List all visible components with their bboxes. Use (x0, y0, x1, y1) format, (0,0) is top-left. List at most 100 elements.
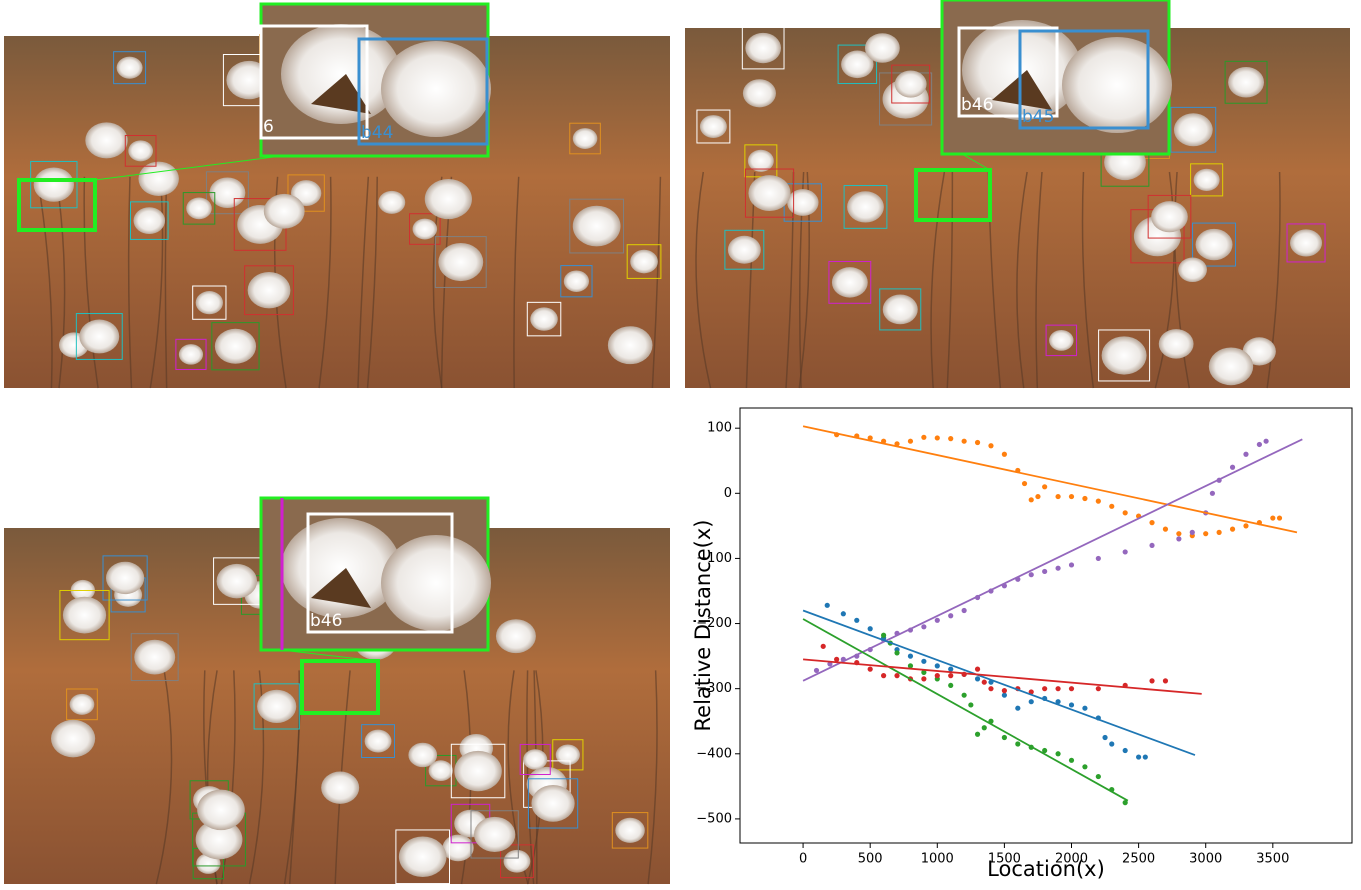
data-point (1002, 735, 1007, 740)
data-point (821, 644, 826, 649)
cotton-boll (399, 837, 447, 877)
cotton-boll (179, 344, 203, 365)
cotton-boll (413, 219, 438, 240)
cotton-boll (615, 818, 644, 843)
data-point (982, 725, 987, 730)
cotton-boll (608, 326, 653, 364)
data-point (988, 686, 993, 691)
cotton-boll (883, 295, 918, 325)
cotton-boll (51, 720, 95, 758)
cotton-boll (378, 191, 405, 214)
data-point (1002, 452, 1007, 457)
cotton-boll (454, 751, 501, 791)
data-point (1109, 504, 1114, 509)
inset-label: b46 (961, 95, 993, 115)
data-point (921, 659, 926, 664)
data-point (1270, 515, 1275, 520)
data-point (1210, 491, 1215, 496)
cotton-boll (186, 198, 212, 220)
data-point (1029, 497, 1034, 502)
cotton-boll (743, 79, 776, 107)
cotton-boll (748, 175, 790, 211)
chart: 05001000150020002500300035001000−100−200… (691, 408, 1352, 881)
data-point (1149, 520, 1154, 525)
cotton-boll (196, 291, 223, 314)
cotton-boll (248, 272, 291, 308)
cotton-boll (895, 71, 927, 98)
data-point (1264, 439, 1269, 444)
inset-label: b44 (361, 123, 393, 143)
data-point (948, 683, 953, 688)
data-point (1029, 572, 1034, 577)
data-point (1082, 706, 1087, 711)
photo-panel: b46 (4, 498, 670, 884)
inset-label: b46 (310, 611, 342, 631)
data-point (1096, 499, 1101, 504)
data-point (868, 667, 873, 672)
cotton-boll (1159, 329, 1194, 359)
data-point (1109, 741, 1114, 746)
data-point (1015, 741, 1020, 746)
data-point (1055, 494, 1060, 499)
data-point (1082, 764, 1087, 769)
data-point (1243, 523, 1248, 528)
x-tick-label: 2500 (1122, 852, 1155, 867)
data-point (962, 439, 967, 444)
cotton-boll (630, 250, 658, 274)
cotton-boll (438, 243, 483, 281)
data-point (1176, 536, 1181, 541)
x-axis-label: Location(x) (987, 857, 1105, 881)
cotton-boll (442, 835, 473, 862)
cotton-boll (1290, 229, 1322, 256)
cotton-boll (106, 562, 144, 594)
cotton-boll (117, 57, 143, 79)
data-point (1096, 556, 1101, 561)
data-point (1069, 494, 1074, 499)
data-point (1190, 530, 1195, 535)
data-point (1082, 496, 1087, 501)
data-point (825, 603, 830, 608)
cotton-boll (556, 745, 580, 766)
cotton-boll (197, 790, 245, 830)
data-point (1203, 531, 1208, 536)
data-point (975, 440, 980, 445)
cotton-boll (1209, 347, 1253, 385)
cotton-boll (832, 267, 868, 297)
inset-label: b45 (1022, 107, 1054, 127)
cotton-boll (564, 270, 589, 291)
x-tick-label: 3500 (1256, 852, 1289, 867)
x-tick-label: 500 (858, 852, 883, 867)
data-point (1176, 531, 1181, 536)
cotton-boll (134, 640, 175, 675)
data-point (1035, 494, 1040, 499)
data-point (1002, 693, 1007, 698)
inset-boll (1062, 37, 1172, 133)
page: {"images": [ {"inset_labels": ["6", "b44… (0, 0, 1361, 886)
data-point (988, 443, 993, 448)
data-point (814, 668, 819, 673)
data-point (1002, 688, 1007, 693)
x-tick-label: 0 (799, 852, 807, 867)
cotton-boll (504, 850, 531, 873)
cotton-boll (215, 329, 256, 364)
data-point (894, 650, 899, 655)
cotton-boll (217, 564, 257, 598)
data-point (1055, 566, 1060, 571)
cotton-boll (745, 33, 781, 63)
data-point (1143, 754, 1148, 759)
cotton-boll (1049, 330, 1073, 351)
data-point (1217, 530, 1222, 535)
cotton-boll (128, 140, 153, 161)
y-tick-label: 0 (724, 486, 732, 501)
data-point (975, 667, 980, 672)
data-point (1069, 758, 1074, 763)
photo-panel: b46 b45 (685, 0, 1350, 388)
cotton-boll (1228, 67, 1264, 98)
data-point (1257, 442, 1262, 447)
data-point (854, 618, 859, 623)
data-point (1055, 686, 1060, 691)
data-point (1015, 706, 1020, 711)
inset-boll (381, 535, 491, 631)
cotton-boll (79, 320, 119, 354)
cotton-boll (728, 236, 761, 264)
